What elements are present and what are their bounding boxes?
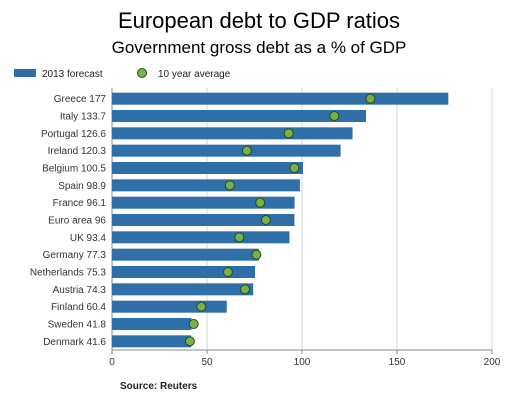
average-marker xyxy=(260,215,271,225)
bar xyxy=(112,231,290,244)
average-marker xyxy=(289,163,300,173)
average-marker xyxy=(255,197,266,208)
y-tick-label: Ireland 120.3 xyxy=(48,146,107,157)
x-tick-label: 200 xyxy=(484,357,501,368)
average-marker xyxy=(240,284,250,295)
y-tick-label: Sweden 41.8 xyxy=(48,320,107,331)
average-marker xyxy=(188,319,199,329)
chart-title: European debt to GDP ratios xyxy=(117,8,401,33)
average-marker xyxy=(241,145,252,156)
average-marker xyxy=(365,93,376,104)
average-marker xyxy=(224,180,235,191)
bar xyxy=(112,266,256,278)
average-marker xyxy=(329,111,340,121)
bar xyxy=(112,214,295,226)
y-tick-label: Portugal 126.6 xyxy=(41,129,106,140)
y-tick-label: Italy 133.7 xyxy=(60,112,107,123)
bar xyxy=(112,300,227,313)
bar xyxy=(112,196,295,209)
y-tick-label: France 96.1 xyxy=(53,198,107,209)
bar xyxy=(112,179,300,192)
bar xyxy=(112,92,449,105)
average-marker xyxy=(184,336,195,347)
y-tick-label: Greece 177 xyxy=(54,94,107,105)
bar xyxy=(112,248,259,261)
bar xyxy=(112,127,353,140)
x-tick-label: 150 xyxy=(389,357,406,368)
average-marker xyxy=(234,232,245,243)
y-tick-label: Belgium 100.5 xyxy=(42,164,106,175)
legend-label-average: 10 year average xyxy=(158,69,231,80)
legend-circle-swatch xyxy=(137,68,147,78)
bar xyxy=(112,162,303,174)
bar xyxy=(112,144,341,157)
legend-label-forecast: 2013 forecast xyxy=(42,69,103,80)
y-tick-label: Denmark 41.6 xyxy=(43,337,106,348)
y-tick-label: Austria 74.3 xyxy=(53,285,107,296)
x-tick-label: 50 xyxy=(201,357,213,368)
x-tick-label: 0 xyxy=(109,357,115,368)
y-tick-label: Netherlands 75.3 xyxy=(30,268,107,279)
bar xyxy=(112,318,192,330)
y-tick-label: Euro area 96 xyxy=(48,216,106,227)
y-tick-label: Germany 77.3 xyxy=(43,250,107,261)
bar xyxy=(112,283,254,296)
chart-subtitle: Government gross debt as a % of GDP xyxy=(111,38,407,57)
bar xyxy=(112,110,367,122)
x-tick-label: 100 xyxy=(294,357,311,368)
y-tick-label: Spain 98.9 xyxy=(58,181,106,192)
legend-bar-swatch xyxy=(14,69,36,77)
average-marker xyxy=(222,267,233,277)
average-marker xyxy=(251,249,262,260)
average-marker xyxy=(283,128,294,139)
source-note: Source: Reuters xyxy=(120,381,198,392)
y-tick-label: Finland 60.4 xyxy=(51,302,106,313)
y-tick-label: UK 93.4 xyxy=(70,233,107,244)
average-marker xyxy=(196,301,207,312)
bar xyxy=(112,335,192,348)
